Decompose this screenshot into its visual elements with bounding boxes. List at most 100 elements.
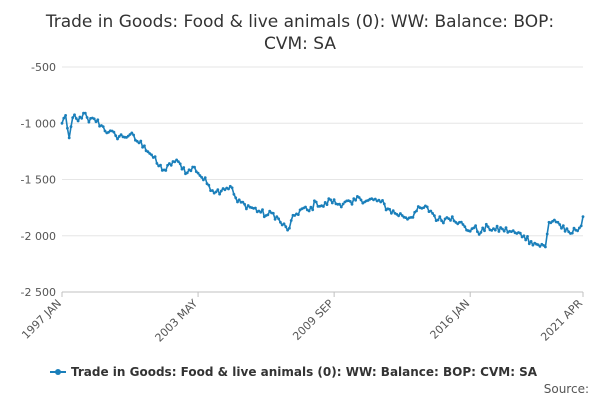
data-point[interactable] [73, 113, 76, 117]
data-point[interactable] [246, 204, 250, 207]
data-point[interactable] [207, 183, 211, 187]
data-point[interactable] [87, 120, 91, 124]
data-point[interactable] [522, 234, 526, 238]
data-point[interactable] [245, 207, 248, 211]
data-point[interactable] [219, 189, 223, 193]
data-point[interactable] [288, 226, 291, 230]
data-point[interactable] [373, 197, 377, 201]
data-point[interactable] [397, 214, 400, 218]
data-point[interactable] [241, 200, 245, 204]
data-point[interactable] [223, 188, 227, 192]
data-point[interactable] [146, 150, 150, 154]
data-point[interactable] [524, 238, 528, 242]
data-point[interactable] [296, 213, 300, 217]
data-point[interactable] [216, 188, 220, 192]
data-point[interactable] [504, 226, 508, 230]
legend[interactable]: Trade in Goods: Food & live animals (0):… [50, 365, 538, 379]
data-point[interactable] [354, 198, 357, 202]
data-point[interactable] [74, 117, 78, 120]
data-point[interactable] [474, 224, 477, 228]
data-point[interactable] [130, 131, 134, 135]
data-point[interactable] [477, 233, 481, 236]
data-point[interactable] [114, 134, 118, 138]
data-point[interactable] [563, 229, 567, 233]
data-point[interactable] [399, 212, 402, 215]
data-point[interactable] [468, 229, 472, 233]
data-point[interactable] [490, 229, 494, 232]
data-point[interactable] [126, 134, 130, 138]
data-point[interactable] [218, 192, 222, 196]
data-point[interactable] [415, 209, 418, 213]
data-point[interactable] [338, 202, 341, 206]
data-point[interactable] [101, 125, 105, 128]
data-point[interactable] [440, 219, 443, 223]
data-point[interactable] [282, 222, 286, 226]
data-point[interactable] [322, 205, 325, 208]
data-point[interactable] [196, 171, 200, 175]
data-point[interactable] [153, 155, 157, 159]
data-point[interactable] [348, 200, 352, 203]
data-point[interactable] [243, 202, 247, 206]
data-point[interactable] [449, 219, 452, 222]
data-point[interactable] [189, 169, 193, 173]
data-point[interactable] [227, 187, 230, 191]
data-point[interactable] [169, 163, 173, 167]
data-point[interactable] [400, 214, 404, 217]
data-point[interactable] [202, 178, 205, 182]
data-point[interactable] [286, 228, 289, 232]
data-point[interactable] [545, 232, 549, 236]
data-point[interactable] [71, 116, 75, 119]
data-point[interactable] [116, 137, 119, 141]
data-point[interactable] [486, 225, 490, 229]
data-point[interactable] [436, 218, 440, 222]
data-point[interactable] [178, 162, 182, 166]
data-point[interactable] [198, 174, 202, 177]
data-point[interactable] [570, 231, 574, 235]
data-point[interactable] [325, 203, 329, 207]
data-point[interactable] [193, 165, 196, 169]
data-point[interactable] [271, 211, 275, 215]
data-point[interactable] [62, 116, 66, 120]
data-point[interactable] [501, 227, 504, 231]
data-point[interactable] [459, 220, 463, 224]
data-point[interactable] [66, 126, 69, 130]
data-point[interactable] [293, 214, 297, 217]
data-point[interactable] [128, 133, 132, 136]
data-point[interactable] [422, 206, 426, 210]
data-point[interactable] [289, 219, 293, 222]
data-point[interactable] [431, 212, 434, 215]
data-point[interactable] [277, 217, 280, 221]
data-point[interactable] [273, 217, 277, 221]
data-point[interactable] [275, 215, 279, 219]
data-point[interactable] [307, 209, 311, 213]
data-point[interactable] [182, 166, 186, 169]
data-point[interactable] [461, 223, 465, 226]
data-point[interactable] [94, 120, 98, 124]
data-point[interactable] [472, 226, 476, 230]
data-point[interactable] [234, 196, 238, 200]
data-point[interactable] [92, 117, 96, 121]
data-point[interactable] [135, 139, 139, 143]
data-point[interactable] [304, 205, 307, 209]
data-point[interactable] [560, 226, 563, 230]
data-point[interactable] [60, 121, 64, 125]
data-point[interactable] [391, 209, 395, 213]
data-point[interactable] [155, 162, 159, 165]
data-point[interactable] [80, 116, 84, 120]
data-point[interactable] [268, 209, 272, 213]
data-point[interactable] [350, 202, 354, 206]
data-point[interactable] [284, 225, 288, 229]
data-point[interactable] [561, 224, 565, 228]
data-point[interactable] [200, 175, 204, 179]
data-point[interactable] [381, 199, 384, 202]
data-point[interactable] [232, 192, 236, 196]
data-point[interactable] [67, 136, 71, 140]
data-point[interactable] [425, 205, 429, 209]
data-point[interactable] [314, 200, 318, 204]
data-point[interactable] [159, 163, 162, 167]
data-point[interactable] [579, 224, 583, 228]
data-point[interactable] [479, 231, 483, 234]
data-point[interactable] [76, 119, 80, 123]
data-point[interactable] [119, 133, 123, 137]
data-point[interactable] [166, 163, 170, 167]
